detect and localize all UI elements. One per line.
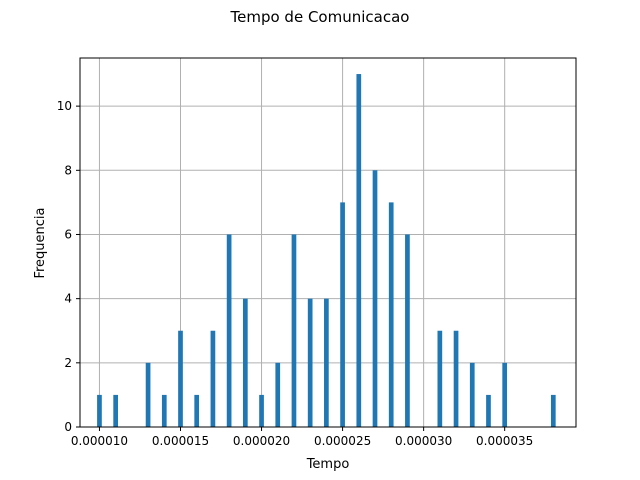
histogram-bar: [502, 362, 508, 427]
x-tick-label: 0.000025: [314, 434, 371, 448]
histogram-bar: [145, 362, 151, 427]
histogram-bar: [97, 394, 102, 427]
y-tick-label: 0: [64, 420, 72, 434]
y-tick-label: 10: [57, 99, 72, 113]
histogram-bar: [210, 330, 216, 427]
histogram-bar: [161, 394, 167, 427]
x-tick-label: 0.000015: [152, 434, 209, 448]
histogram-bar: [324, 298, 329, 427]
histogram-bar: [437, 330, 443, 427]
histogram-bar: [242, 298, 248, 427]
histogram-bar: [113, 394, 119, 427]
x-tick-label: 0.000030: [395, 434, 452, 448]
histogram-bar: [226, 234, 232, 427]
x-axis-ticks: 0.000010 0.000015 0.000020 0.000025 0.000030…: [71, 427, 533, 448]
histogram-bar: [453, 330, 459, 427]
histogram-bar: [550, 394, 556, 427]
chart-title: Tempo de Comunicacao: [230, 8, 410, 26]
histogram-bar: [356, 74, 362, 427]
y-tick-label: 6: [64, 227, 72, 241]
histogram-bar: [178, 330, 183, 427]
histogram-bar: [340, 202, 345, 427]
x-tick-label: 0.000010: [71, 434, 128, 448]
histogram-bar: [372, 170, 378, 427]
histogram-bar: [405, 234, 410, 427]
histogram-bar: [291, 234, 297, 427]
histogram-bar: [307, 298, 313, 427]
histogram-bars: [97, 74, 556, 427]
y-tick-label: 8: [64, 163, 72, 177]
x-axis-label: Tempo: [306, 457, 350, 472]
y-tick-label: 2: [64, 356, 72, 370]
histogram-bar: [486, 394, 491, 427]
x-tick-label: 0.000035: [476, 434, 533, 448]
histogram-bar: [275, 362, 281, 427]
histogram-bar: [469, 362, 475, 427]
y-tick-label: 4: [64, 292, 72, 306]
histogram-bar: [259, 394, 264, 427]
histogram-bar: [194, 394, 200, 427]
y-axis-label: Frequencia: [33, 207, 48, 278]
histogram-bar: [388, 202, 394, 427]
plot-frame: [79, 57, 577, 428]
x-tick-label: 0.000020: [233, 434, 290, 448]
y-axis-ticks: 0 2 4 6 8 10: [57, 99, 80, 434]
